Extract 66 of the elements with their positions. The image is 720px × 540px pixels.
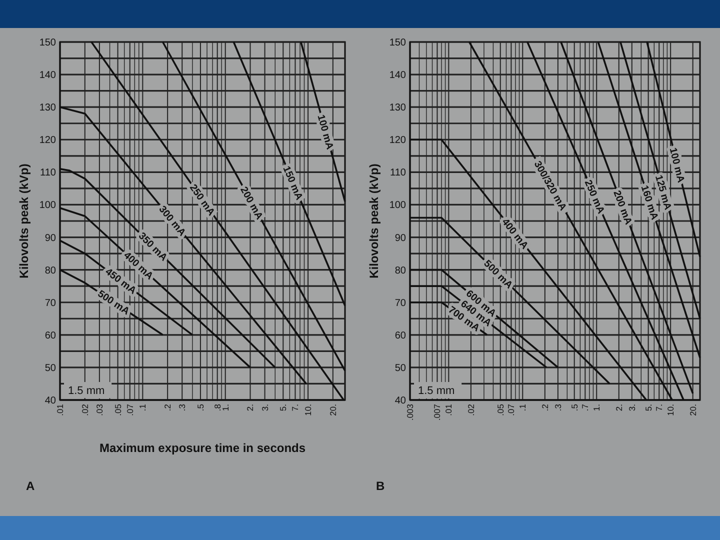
y-tick-label: 150: [39, 38, 56, 48]
y-tick-label: 120: [389, 135, 406, 146]
y-tick-label: 90: [394, 232, 406, 244]
y-tick-label: 140: [389, 70, 406, 82]
y-tick-label: 60: [394, 330, 406, 342]
y-tick-label: 150: [389, 38, 406, 48]
x-tick-label: .07: [124, 404, 135, 416]
y-tick-label: 50: [394, 362, 406, 374]
y-tick-label: 80: [44, 265, 56, 276]
x-tick-label: 5.: [278, 404, 288, 412]
x-tick-label: .2: [540, 404, 550, 412]
x-tick-label: .2: [162, 404, 173, 412]
x-tick-label: 10.: [303, 404, 314, 416]
text: A: [26, 479, 35, 493]
x-tick-label: 5.: [643, 404, 654, 412]
x-tick-label: .01: [54, 404, 65, 416]
x-tick-label: .01: [444, 404, 454, 416]
x-tick-label: .07: [506, 404, 516, 416]
y-tick-label: 60: [44, 330, 56, 342]
x-tick-label: .8: [212, 404, 222, 412]
y-tick-label: 70: [394, 298, 406, 309]
y-tick-label: 80: [394, 265, 406, 276]
x-tick-label: 2.: [614, 404, 624, 412]
y-tick-label: 130: [389, 102, 406, 114]
annotation: 1.5 mm: [418, 384, 455, 397]
x-tick-label: 7.: [290, 404, 300, 412]
x-tick-label: .05: [495, 404, 506, 416]
x-tick-label: .007: [432, 404, 442, 421]
x-tick-label: .02: [466, 404, 476, 416]
x-tick-label: .05: [112, 404, 123, 416]
x-tick-label: .1: [138, 404, 148, 412]
y-tick-label: 100: [39, 200, 56, 212]
text: B: [376, 479, 385, 493]
x-tick-label: 3.: [626, 404, 637, 412]
x-tick-label: .5: [569, 404, 580, 412]
x-tick-label: .1: [518, 404, 528, 412]
y-tick-label: 120: [39, 135, 56, 146]
y-tick-label: 100: [389, 200, 406, 212]
y-tick-label: 40: [394, 396, 406, 406]
annotation: 1.5 mm: [68, 384, 105, 397]
x-tick-label: .3: [552, 404, 563, 412]
x-tick-label: .03: [94, 404, 104, 416]
x-tick-label: 10.: [666, 404, 676, 416]
y-tick-label: 40: [44, 396, 56, 406]
x-tick-label: 1.: [592, 404, 602, 412]
x-axis-title: Maximum exposure time in seconds: [99, 441, 306, 455]
y-tick-label: 110: [40, 168, 56, 179]
y-tick-label: 110: [390, 168, 406, 179]
x-tick-label: .7: [580, 404, 590, 412]
x-tick-label: .5: [195, 404, 206, 412]
y-tick-label: 140: [39, 70, 56, 82]
y-tick-label: 130: [39, 102, 56, 114]
x-tick-label: 20.: [328, 404, 338, 416]
x-tick-label: 1.: [220, 404, 230, 412]
x-tick-label: .003: [404, 404, 415, 421]
x-tick-label: 7.: [654, 404, 664, 412]
x-tick-label: 2.: [245, 404, 256, 412]
x-tick-label: .02: [80, 404, 90, 416]
x-tick-label: .3: [177, 404, 188, 412]
y-tick-label: 50: [44, 362, 56, 374]
y-tick-label: 70: [44, 298, 56, 309]
y-axis-title: Kilovolts peak (kVp): [367, 164, 381, 278]
x-tick-label: 3.: [260, 404, 270, 412]
y-axis-title: Kilovolts peak (kVp): [17, 164, 31, 278]
y-tick-label: 90: [44, 232, 56, 244]
x-tick-label: 20.: [688, 404, 698, 416]
